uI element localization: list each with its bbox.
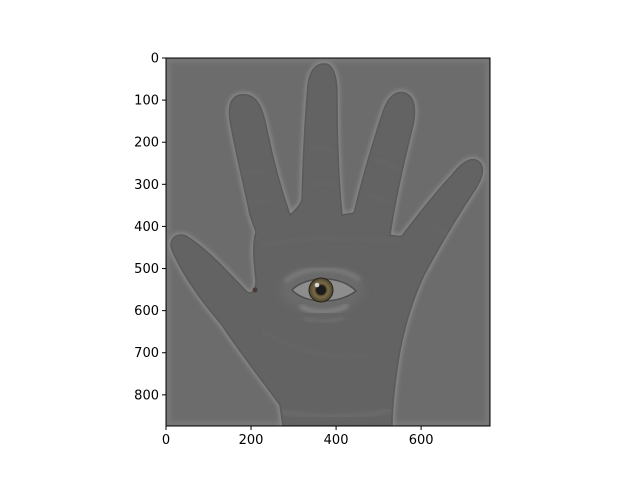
x-axis: 0 200 400 600 <box>162 426 434 448</box>
eye-lower-lid <box>299 303 349 314</box>
y-tick-label: 0 <box>151 52 159 67</box>
eye-lower-shadow <box>303 316 345 323</box>
hand-body <box>170 63 484 426</box>
y-tick-label: 200 <box>134 136 159 151</box>
y-tick-label: 700 <box>134 346 159 361</box>
eye-pupil <box>316 285 326 295</box>
axes-frame <box>165 57 491 427</box>
eye-highlight <box>314 282 320 288</box>
x-tick-label: 200 <box>239 433 264 448</box>
hand-creases <box>235 147 453 357</box>
y-tick-label: 800 <box>134 388 159 403</box>
wrist-line <box>281 409 393 418</box>
eye <box>280 267 364 323</box>
thumb-spot <box>252 287 258 293</box>
x-tick-label: 600 <box>409 433 434 448</box>
y-tick-label: 500 <box>134 262 159 277</box>
x-tick-label: 0 <box>162 433 170 448</box>
y-tick-label: 600 <box>134 304 159 319</box>
y-axis: 0 100 200 300 400 500 600 700 800 <box>134 52 166 403</box>
image-plot <box>166 58 490 426</box>
x-tick-label: 400 <box>324 433 349 448</box>
y-tick-label: 400 <box>134 220 159 235</box>
eye-upper-crease <box>284 267 361 283</box>
y-tick-label: 300 <box>134 178 159 193</box>
y-tick-label: 100 <box>134 94 159 109</box>
